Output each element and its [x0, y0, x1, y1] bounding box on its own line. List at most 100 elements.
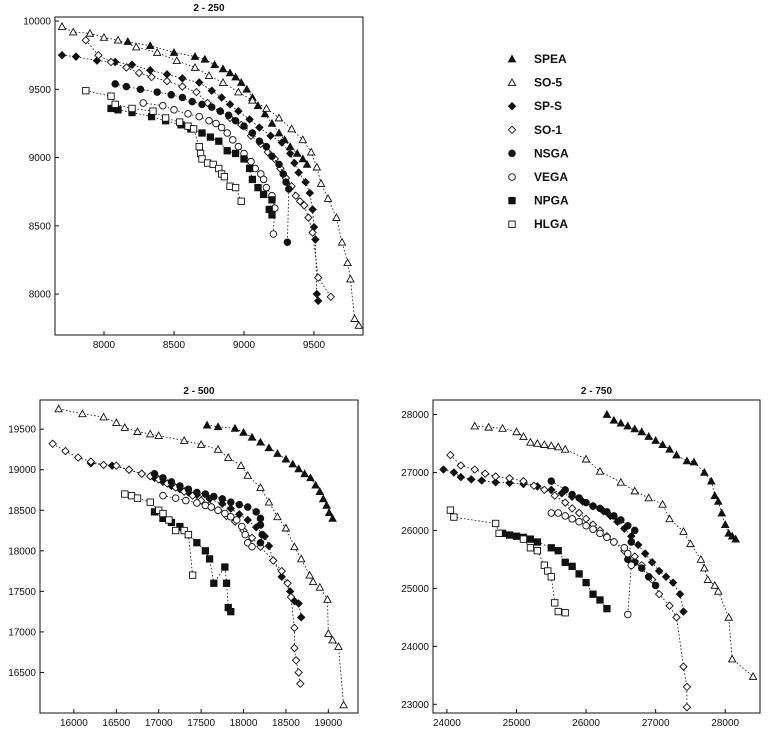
data-point-hlga: [165, 516, 173, 524]
data-point-so-1: [560, 498, 570, 507]
data-point-sp-s: [647, 558, 657, 567]
plot-frame: [54, 16, 364, 336]
data-point-sp-s: [207, 86, 217, 95]
data-point-so-1: [137, 469, 146, 479]
x-tick-label: 25000: [503, 718, 531, 729]
y-tick-label: 18500: [8, 506, 36, 517]
data-point-so-1: [48, 439, 57, 449]
data-point-nsga: [589, 502, 597, 510]
y-tick-label: 24000: [401, 642, 429, 653]
data-point-vega: [610, 538, 618, 546]
legend-marker-so-1: [507, 125, 517, 135]
x-tick-label: 17500: [187, 718, 215, 729]
data-point-so-1: [529, 481, 539, 491]
data-point-so-1: [299, 201, 309, 210]
data-point-so-1: [106, 57, 116, 67]
data-point-nsga: [637, 564, 646, 572]
data-point-hlga: [547, 573, 555, 581]
legend-marker-sp-s: [507, 101, 517, 111]
data-point-spea: [713, 496, 723, 505]
data-point-so-5: [616, 477, 626, 486]
legend-label-so-5: SO-5: [534, 76, 562, 90]
data-point-vega: [596, 529, 604, 538]
data-point-vega: [554, 509, 562, 517]
x-tick-label: 28000: [711, 718, 739, 729]
data-point-so-1: [672, 613, 681, 622]
data-point-npga: [596, 596, 604, 604]
data-point-hlga: [172, 526, 180, 535]
data-point-so-5: [120, 423, 130, 431]
data-point-so-5: [699, 563, 709, 572]
x-tick-label: 8000: [93, 340, 116, 351]
data-point-so-5: [57, 22, 67, 30]
data-point-sp-s: [296, 613, 306, 622]
data-point-so-5: [328, 635, 337, 644]
data-point-spea: [616, 418, 626, 427]
data-point-hlga: [554, 607, 562, 616]
data-point-so-5: [179, 436, 189, 444]
data-point-nsga: [596, 504, 604, 513]
data-point-so-1: [277, 566, 286, 576]
data-point-sp-s: [477, 476, 486, 485]
data-point-sp-s: [294, 168, 303, 177]
data-point-so-1: [283, 579, 292, 588]
data-point-vega: [582, 522, 590, 530]
data-point-spea: [260, 109, 270, 118]
data-point-sp-s: [467, 475, 476, 484]
data-point-nsga: [256, 538, 265, 547]
data-point-so-5: [630, 486, 640, 495]
data-point-so-5: [323, 594, 332, 603]
data-point-spea: [302, 159, 312, 168]
data-point-spea: [281, 454, 291, 463]
data-point-nsga: [283, 238, 292, 246]
data-point-so-1: [286, 592, 296, 602]
data-point-nsga: [218, 495, 227, 503]
data-point-vega: [238, 522, 246, 531]
data-point-so-5: [190, 62, 200, 71]
data-point-sp-s: [640, 549, 650, 558]
data-point-hlga: [128, 104, 136, 113]
data-point-hlga: [533, 547, 542, 555]
data-point-spea: [285, 142, 295, 150]
y-tick-label: 16500: [8, 668, 36, 679]
data-point-npga: [210, 579, 218, 587]
data-point-sp-s: [226, 504, 236, 513]
data-point-npga: [575, 570, 583, 578]
data-point-so-1: [124, 465, 134, 474]
legend-label-hlga: HLGA: [534, 217, 568, 231]
data-point-so-1: [550, 491, 559, 500]
data-point-so-1: [304, 213, 313, 222]
data-point-spea: [724, 528, 734, 537]
y-tick-label: 9500: [29, 85, 52, 96]
data-point-so-5: [196, 440, 206, 448]
data-point-nsga: [111, 80, 119, 88]
data-point-vega: [193, 499, 201, 507]
data-point-nsga: [227, 498, 235, 506]
data-point-spea: [264, 443, 274, 452]
data-point-npga: [268, 211, 276, 219]
data-point-spea: [318, 494, 328, 503]
data-point-spea: [328, 513, 337, 522]
data-point-so-1: [326, 292, 336, 302]
data-point-hlga: [188, 571, 197, 579]
data-point-nsga: [627, 538, 636, 546]
data-point-spea: [324, 508, 334, 517]
data-point-sp-s: [449, 468, 459, 477]
data-point-sp-s: [313, 296, 323, 306]
series-hlga: [121, 490, 197, 579]
data-point-sp-s: [312, 289, 322, 299]
series-spea: [123, 37, 312, 168]
data-point-sp-s: [145, 65, 155, 75]
data-point-so-5: [724, 612, 734, 621]
data-point-nsga: [279, 170, 287, 178]
data-point-npga: [107, 104, 115, 113]
data-point-npga: [533, 538, 542, 546]
data-point-vega: [214, 506, 222, 515]
plot-panel: 2 - 500 16000 16500 17000 17500 18000 18500 190…: [8, 386, 359, 729]
data-point-spea: [651, 436, 661, 444]
data-point-so-5: [218, 77, 228, 86]
data-point-so-1: [112, 461, 121, 470]
data-point-npga: [561, 558, 569, 566]
y-tick-label: 19500: [8, 425, 36, 436]
